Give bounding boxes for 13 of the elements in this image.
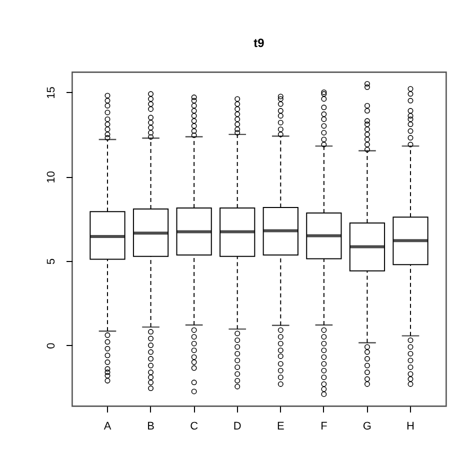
x-tick-label: B bbox=[147, 420, 154, 432]
x-tick-label: G bbox=[362, 420, 372, 432]
x-tick-label: D bbox=[233, 420, 242, 432]
x-tick-label: A bbox=[104, 420, 112, 432]
chart-title: t9 bbox=[254, 36, 265, 50]
y-tick-label: 10 bbox=[46, 170, 58, 184]
x-tick-label: E bbox=[276, 420, 284, 432]
x-tick-label: C bbox=[190, 420, 198, 432]
y-tick-label: 15 bbox=[46, 86, 58, 99]
x-tick-label: H bbox=[406, 420, 415, 432]
x-tick-label: F bbox=[320, 420, 328, 432]
y-tick-label: 0 bbox=[46, 342, 58, 349]
y-tick-label: 5 bbox=[46, 258, 58, 264]
